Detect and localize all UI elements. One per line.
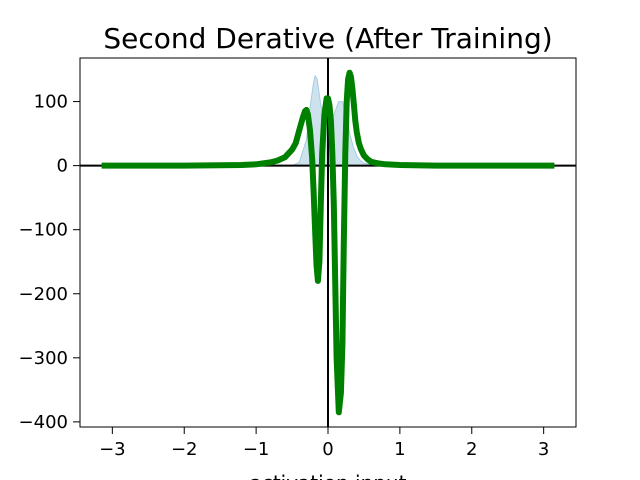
x-tick-label: 2 <box>466 439 477 460</box>
y-tick-label: −200 <box>19 284 68 305</box>
y-axis: −400 −300 −200 −100 0 100 <box>19 92 80 433</box>
x-tick-label: 1 <box>394 439 405 460</box>
x-axis: −3 −2 −1 0 1 2 3 <box>99 427 549 460</box>
plot-area <box>79 57 577 428</box>
x-tick-label: −3 <box>99 439 126 460</box>
x-tick-label: −1 <box>243 439 270 460</box>
y-tick-label: 100 <box>34 92 68 113</box>
x-tick-label: −2 <box>171 439 198 460</box>
x-tick-label: 3 <box>538 439 549 460</box>
x-axis-label: activation input <box>250 471 407 480</box>
chart-title: Second Derative (After Training) <box>103 22 552 55</box>
y-tick-label: 0 <box>57 156 68 177</box>
y-tick-label: −300 <box>19 348 68 369</box>
y-tick-label: −100 <box>19 220 68 241</box>
y-tick-label: −400 <box>19 412 68 433</box>
line-series <box>101 69 555 416</box>
x-tick-label: 0 <box>322 439 333 460</box>
